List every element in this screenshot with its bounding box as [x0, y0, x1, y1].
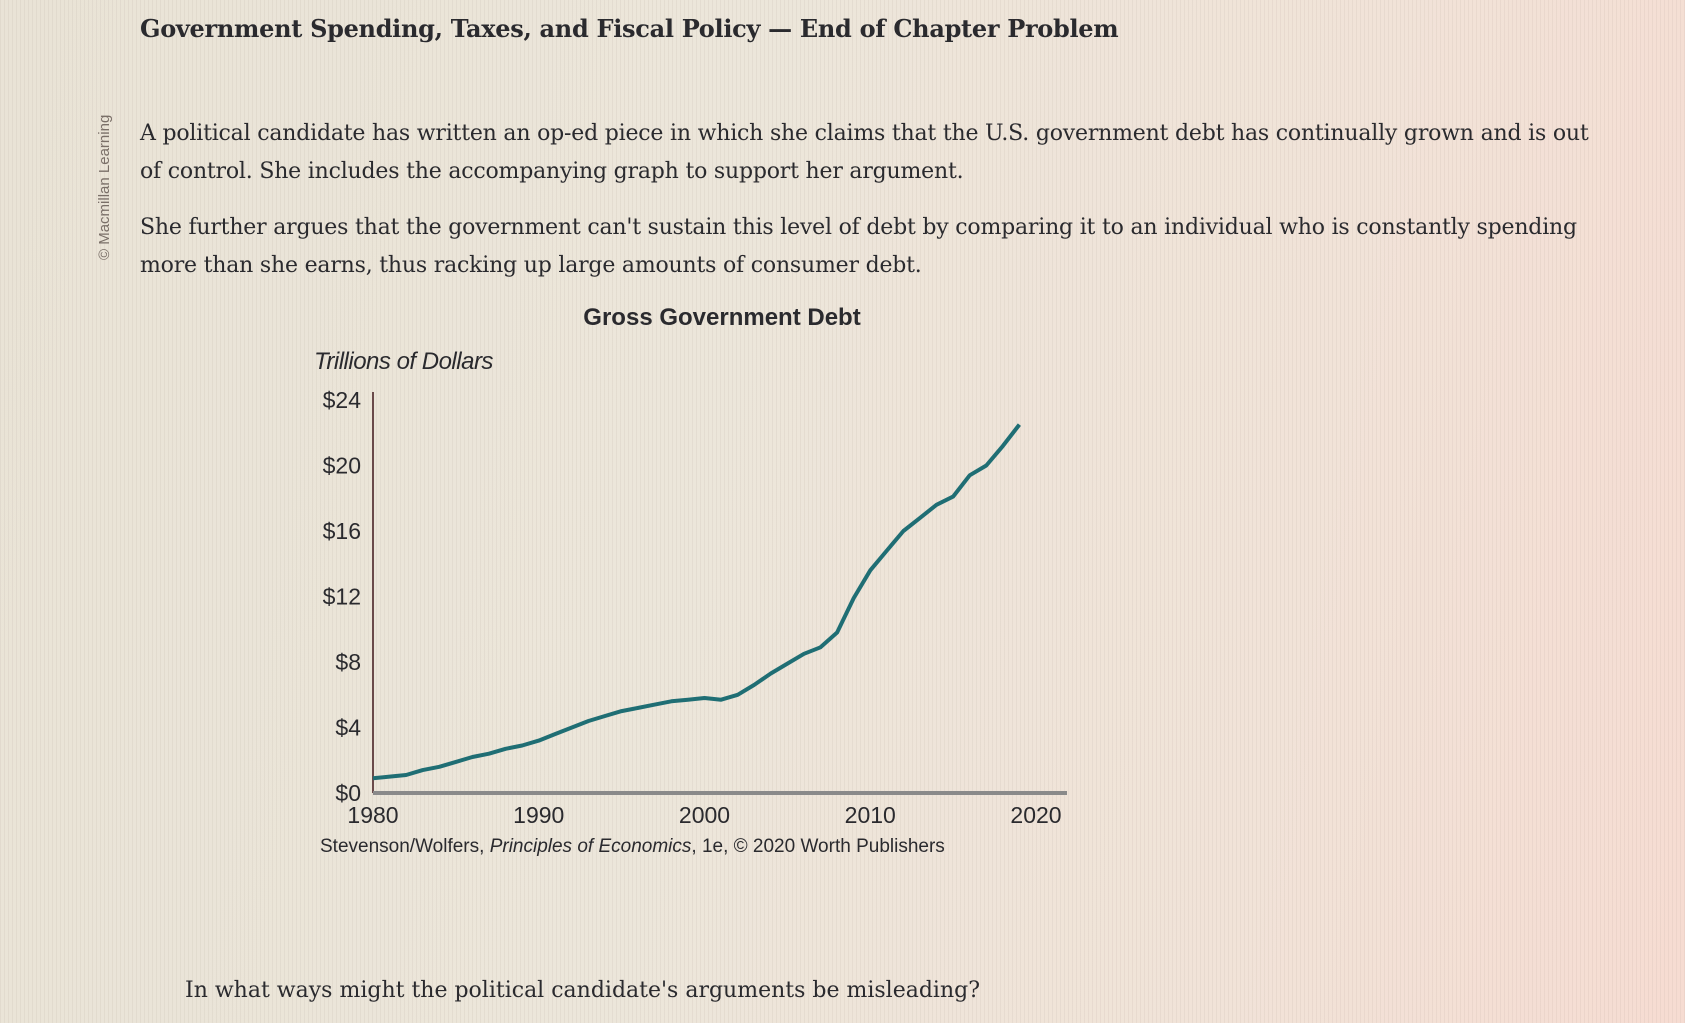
problem-paragraph-1: A political candidate has written an op-…: [140, 121, 1589, 184]
y-tick-label: $16: [323, 518, 361, 544]
debt-series-line: [372, 423, 1021, 781]
problem-paragraph-2: She further argues that the government c…: [140, 215, 1577, 278]
chart-source: Stevenson/Wolfers, Principles of Economi…: [320, 836, 945, 858]
source-book: Principles of Economics: [489, 836, 692, 857]
x-tick-label: 2010: [845, 802, 896, 828]
y-tick-label: $8: [335, 649, 361, 675]
y-axis-label: Trillions of Dollars: [314, 348, 493, 375]
x-tick-label: 2020: [1010, 802, 1061, 828]
question-text: In what ways might the political candida…: [185, 978, 981, 1003]
x-tick-label: 2000: [679, 802, 730, 828]
chart-title: Gross Government Debt: [583, 304, 861, 331]
y-tick-label: $24: [323, 387, 362, 413]
y-tick-label: $4: [335, 715, 361, 741]
x-tick-label: 1990: [513, 802, 564, 828]
source-rest: , 1e, © 2020 Worth Publishers: [691, 836, 945, 857]
source-authors: Stevenson/Wolfers,: [320, 836, 490, 857]
y-tick-label: $0: [335, 780, 361, 806]
y-tick-label: $12: [323, 584, 361, 610]
x-tick-label: 1980: [347, 802, 398, 828]
y-tick-label: $20: [323, 453, 361, 479]
page-title: Government Spending, Taxes, and Fiscal P…: [140, 14, 1119, 43]
